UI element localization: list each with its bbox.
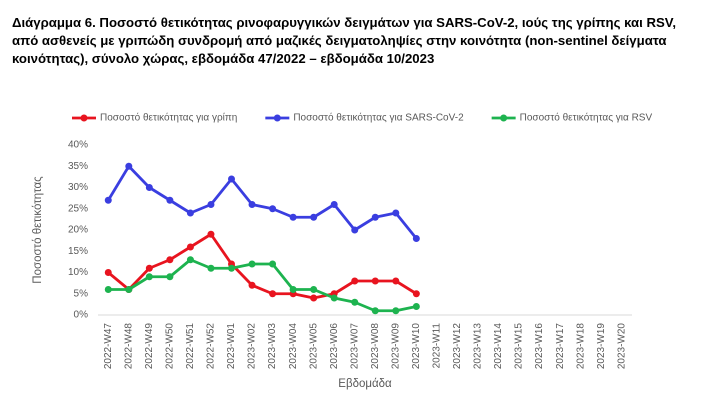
- x-tick-label: 2023-W08: [370, 323, 381, 370]
- x-tick-label: 2023-W07: [349, 323, 360, 370]
- data-point: [166, 196, 174, 204]
- x-tick-label: 2023-W18: [575, 323, 586, 370]
- data-point: [392, 209, 400, 217]
- series-line: [107, 164, 418, 240]
- data-point: [186, 256, 194, 264]
- x-tick-label: 2023-W13: [473, 323, 484, 370]
- y-tick-label: 25%: [68, 203, 88, 214]
- data-point: [207, 230, 215, 238]
- data-point: [248, 281, 256, 289]
- data-point: [392, 277, 400, 285]
- data-point: [248, 201, 256, 208]
- x-tick-label: 2023-W04: [288, 323, 299, 370]
- data-point: [228, 264, 235, 272]
- x-tick-label: 2023-W14: [493, 323, 504, 370]
- legend-label: Ποσοστό θετικότητας για SARS-CoV-2: [293, 112, 464, 124]
- data-point: [310, 213, 318, 221]
- data-point: [145, 264, 153, 272]
- data-point: [412, 303, 420, 310]
- data-point: [371, 307, 379, 315]
- x-tick-label: 2023-W17: [555, 323, 566, 370]
- data-point: [104, 286, 112, 293]
- data-point: [104, 196, 112, 204]
- x-tick-label: 2022-W50: [165, 323, 176, 370]
- x-tick-label: 2022-W49: [144, 323, 155, 370]
- x-tick-label: 2023-W10: [411, 323, 422, 370]
- data-point: [125, 286, 133, 293]
- data-point: [412, 290, 420, 298]
- data-point: [330, 294, 338, 302]
- x-tick-label: 2023-W11: [432, 323, 443, 369]
- y-tick-label: 10%: [68, 267, 88, 278]
- data-point: [248, 260, 256, 268]
- series-line: [108, 258, 417, 313]
- x-tick-label: 2023-W06: [329, 323, 340, 370]
- data-point: [392, 307, 400, 315]
- data-point: [166, 273, 174, 281]
- x-tick-label: 2022-W51: [185, 323, 196, 370]
- x-tick-label: 2023-W12: [452, 323, 463, 370]
- data-point: [269, 290, 277, 298]
- y-tick-label: 20%: [68, 225, 88, 236]
- data-point: [412, 235, 420, 242]
- x-tick-label: 2023-W20: [616, 323, 627, 370]
- legend-label: Ποσοστό θετικότητας για γρίπη: [100, 112, 237, 124]
- y-tick-label: 15%: [68, 246, 88, 257]
- data-point: [145, 273, 153, 281]
- x-tick-label: 2022-W48: [123, 323, 134, 370]
- x-tick-label: 2023-W03: [267, 323, 278, 370]
- data-point: [207, 264, 215, 272]
- data-point: [289, 213, 297, 221]
- y-axis-label: Ποσοστό θετικότητας: [32, 176, 44, 284]
- data-point: [289, 286, 297, 293]
- data-point: [330, 201, 338, 208]
- data-point: [228, 175, 235, 183]
- data-point: [186, 209, 194, 217]
- legend-swatch-marker: [500, 114, 508, 122]
- data-point: [371, 213, 379, 221]
- x-tick-label: 2023-W19: [596, 323, 607, 370]
- data-point: [269, 205, 277, 213]
- legend-swatch-marker: [80, 114, 88, 122]
- data-point: [351, 277, 359, 285]
- x-tick-label: 2023-W05: [308, 323, 319, 370]
- x-tick-label: 2022-W47: [103, 323, 114, 370]
- data-point: [310, 286, 318, 293]
- data-point: [351, 226, 359, 234]
- chart-title: Διάγραμμα 6. Ποσοστό θετικότητας ρινοφαρ…: [12, 15, 677, 66]
- data-point: [145, 184, 153, 191]
- x-tick-label: 2022-W52: [206, 323, 217, 370]
- data-point: [186, 243, 194, 251]
- x-tick-label: 2023-W09: [390, 323, 401, 370]
- x-tick-label: 2023-W01: [226, 323, 237, 370]
- y-tick-label: 35%: [68, 161, 88, 172]
- x-axis-label: Εβδομάδα: [338, 378, 392, 390]
- y-tick-label: 40%: [68, 140, 88, 151]
- data-point: [207, 201, 215, 208]
- data-point: [310, 294, 318, 302]
- y-tick-label: 30%: [68, 182, 88, 193]
- data-point: [166, 256, 174, 264]
- data-point: [125, 162, 133, 170]
- legend-label: Ποσοστό θετικότητας για RSV: [520, 112, 653, 124]
- data-point: [104, 269, 112, 276]
- series-line: [107, 232, 418, 300]
- data-point: [269, 260, 277, 268]
- legend-swatch-marker: [273, 114, 281, 122]
- x-tick-label: 2023-W16: [534, 323, 545, 370]
- data-point: [371, 277, 379, 285]
- x-tick-label: 2023-W02: [247, 323, 258, 370]
- x-tick-label: 2023-W15: [514, 323, 525, 370]
- data-point: [351, 298, 359, 306]
- y-tick-label: 5%: [74, 288, 89, 299]
- y-tick-label: 0%: [74, 310, 89, 321]
